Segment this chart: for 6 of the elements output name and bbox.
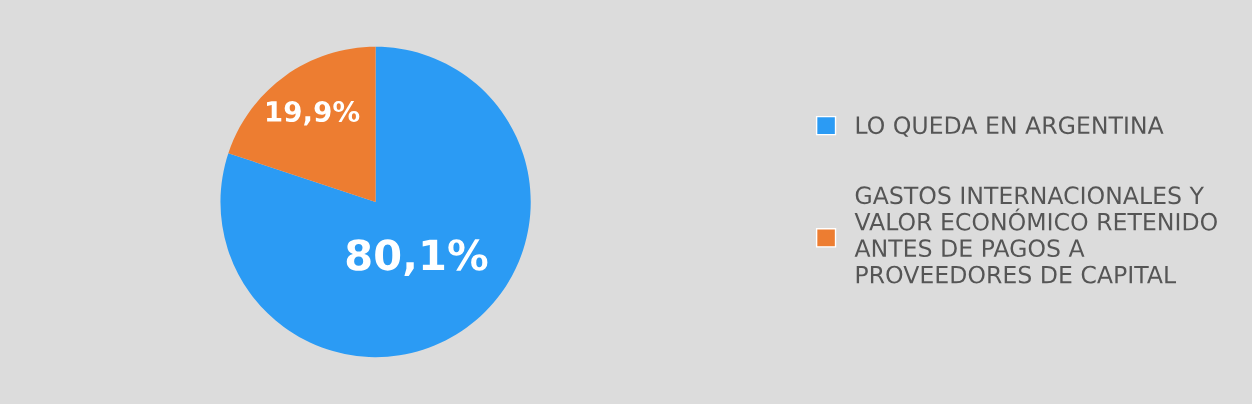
pie-slice bbox=[228, 46, 376, 202]
legend-label: LO QUEDA EN ARGENTINA bbox=[856, 116, 1164, 137]
data-label: 80,1% bbox=[346, 239, 488, 277]
pie-slice bbox=[220, 46, 531, 358]
legend-label: GASTOS INTERNACIONALES Y VALOR ECONÓMICO RETENIDO ANTES DE PAGOS A PROVEEDORES DE CAPITAL bbox=[854, 186, 1217, 284]
data-label: 19,9% bbox=[267, 100, 360, 126]
